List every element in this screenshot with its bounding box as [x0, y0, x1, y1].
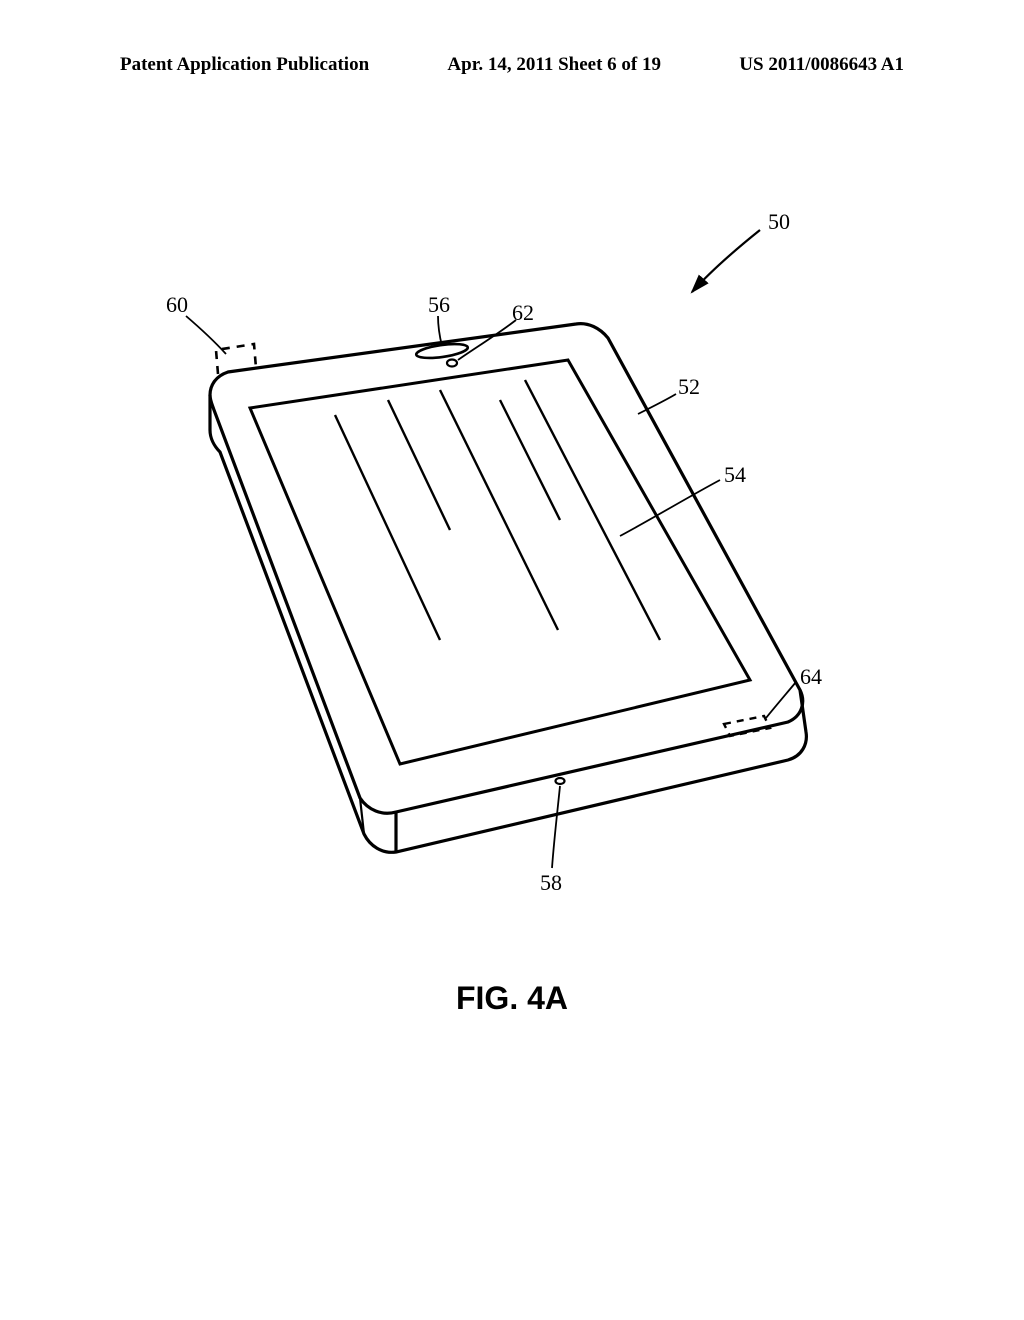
figure-label: FIG. 4A [0, 980, 1024, 1017]
page-header: Patent Application Publication Apr. 14, … [0, 54, 1024, 76]
header-center: Apr. 14, 2011 Sheet 6 of 19 [447, 54, 661, 76]
device-drawing [120, 200, 904, 900]
header-right: US 2011/0086643 A1 [739, 54, 904, 76]
figure-area: 50 60 56 62 52 54 64 58 [120, 200, 904, 900]
header-left: Patent Application Publication [120, 54, 369, 76]
